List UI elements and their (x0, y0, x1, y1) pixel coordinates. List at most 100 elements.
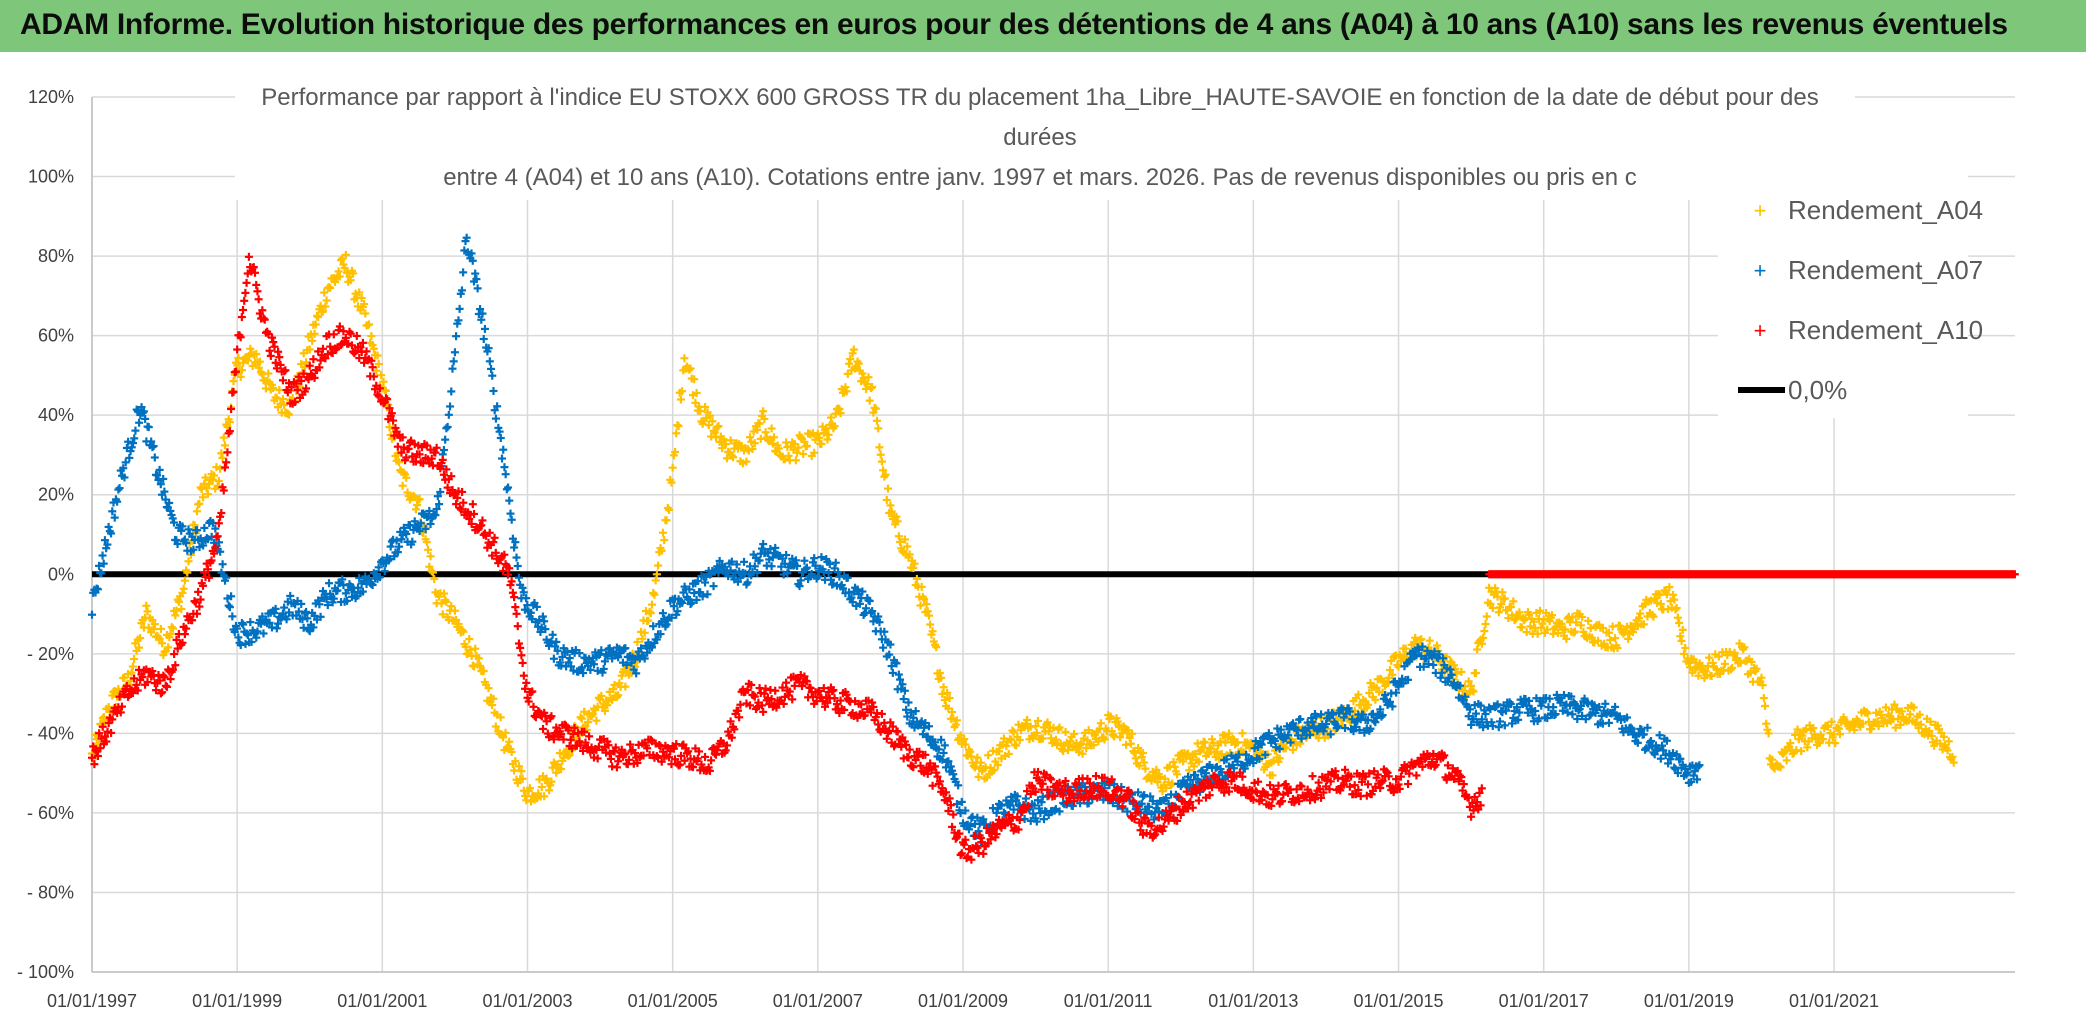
data-point-a04 (471, 644, 480, 653)
data-point-a04 (278, 395, 287, 404)
x-tick-label: 01/01/1997 (47, 991, 137, 1011)
data-point-a04 (454, 619, 463, 628)
data-point-a04 (216, 464, 225, 473)
data-point-a04 (340, 263, 349, 272)
data-point-a04 (233, 361, 242, 370)
data-point-a04 (381, 386, 390, 395)
data-point-a04 (438, 610, 447, 619)
data-point-a04 (203, 490, 212, 499)
data-point-a04 (180, 576, 189, 585)
data-point-a04 (447, 602, 456, 611)
data-point-a04 (214, 476, 223, 485)
data-point-a04 (136, 634, 145, 643)
x-tick-label: 01/01/2017 (1499, 991, 1589, 1011)
x-tick-label: 01/01/2003 (482, 991, 572, 1011)
legend-item-a07: + Rendement_A07 (1754, 255, 1984, 285)
data-point-a04 (357, 294, 366, 303)
data-point-a04 (225, 418, 234, 427)
data-point-a04 (229, 377, 238, 386)
data-point-a04 (148, 616, 157, 625)
data-point-a04 (190, 521, 199, 530)
legend-marker-a07: + (1754, 258, 1767, 283)
data-point-a04 (413, 500, 422, 509)
data-point-a04 (379, 377, 388, 386)
data-point-a04 (367, 332, 376, 341)
legend-label-zero: 0,0% (1788, 375, 1847, 405)
data-point-a04 (128, 662, 137, 671)
data-point-a04 (184, 557, 193, 566)
data-point-a04 (280, 401, 289, 410)
data-point-a04 (422, 538, 431, 547)
data-point-a04 (254, 363, 263, 372)
data-point-a04 (179, 584, 188, 593)
data-point-a04 (314, 312, 323, 321)
data-point-a04 (264, 369, 273, 378)
data-point-a04 (428, 568, 437, 577)
y-tick-label: 60% (38, 326, 74, 346)
data-point-a04 (320, 288, 329, 297)
y-tick-label: 20% (38, 485, 74, 505)
data-point-a04 (439, 589, 448, 598)
data-point-a04 (298, 368, 307, 377)
data-point-a04 (442, 597, 451, 606)
data-point-a04 (377, 371, 386, 380)
data-point-a04 (172, 606, 181, 615)
data-point-a04 (127, 668, 136, 677)
legend-marker-a04: + (1754, 198, 1767, 223)
y-tick-label: - 100% (17, 962, 74, 982)
data-point-a04 (130, 655, 139, 664)
data-point-a04 (285, 410, 294, 419)
data-point-a04 (149, 625, 158, 634)
x-tick-label: 01/01/2001 (337, 991, 427, 1011)
data-points-layer (88, 233, 2019, 864)
legend-marker-a10: + (1754, 318, 1767, 343)
legend-item-a04: + Rendement_A04 (1754, 195, 1984, 225)
x-tick-label: 01/01/2009 (918, 991, 1008, 1011)
data-point-a04 (164, 643, 173, 652)
data-point-a04 (305, 345, 314, 354)
title-line-3: entre 4 (A04) et 10 ans (A10). Cotations… (443, 164, 1637, 191)
data-point-a04 (474, 654, 483, 663)
data-point-a04 (318, 307, 327, 316)
data-point-a04 (409, 491, 418, 500)
x-tick-label: 01/01/1999 (192, 991, 282, 1011)
data-point-a04 (430, 575, 439, 584)
data-point-a04 (373, 351, 382, 360)
data-point-a04 (398, 481, 407, 490)
data-point-a04 (424, 545, 433, 554)
x-tick-label: 01/01/2019 (1644, 991, 1734, 1011)
data-point-a04 (459, 627, 468, 636)
data-point-a04 (158, 639, 167, 648)
data-point-a04 (369, 344, 378, 353)
data-point-a04 (346, 276, 355, 285)
data-point-a04 (220, 441, 229, 450)
y-tick-label: 40% (38, 405, 74, 425)
title-line-1: Performance par rapport à l'indice EU ST… (261, 84, 1818, 111)
data-point-a04 (402, 473, 411, 482)
data-point-a04 (142, 601, 151, 610)
data-point-a04 (134, 643, 143, 652)
data-point-a04 (178, 588, 187, 597)
data-point-a04 (300, 363, 309, 372)
data-point-a04 (368, 340, 377, 349)
data-point-a04 (183, 568, 192, 577)
data-point-a04 (246, 344, 255, 353)
data-point-a04 (98, 714, 107, 723)
data-point-a04 (168, 624, 177, 633)
chart-title: Performance par rapport à l'indice EU ST… (235, 74, 1855, 200)
data-point-a04 (427, 567, 436, 576)
legend-label-a04: Rendement_A04 (1788, 195, 1983, 225)
data-point-a04 (174, 597, 183, 606)
y-tick-label: 100% (28, 167, 74, 187)
data-point-a04 (144, 623, 153, 632)
chart-legend: + Rendement_A04 + Rendement_A07 + Rendem… (1718, 175, 1983, 418)
legend-label-a07: Rendement_A07 (1788, 255, 1983, 285)
data-point-a04 (374, 359, 383, 368)
y-tick-label: - 20% (27, 644, 74, 664)
data-point-a04 (202, 484, 211, 493)
data-point-a04 (218, 453, 227, 462)
data-point-a04 (150, 620, 159, 629)
x-tick-label: 01/01/2015 (1353, 991, 1443, 1011)
